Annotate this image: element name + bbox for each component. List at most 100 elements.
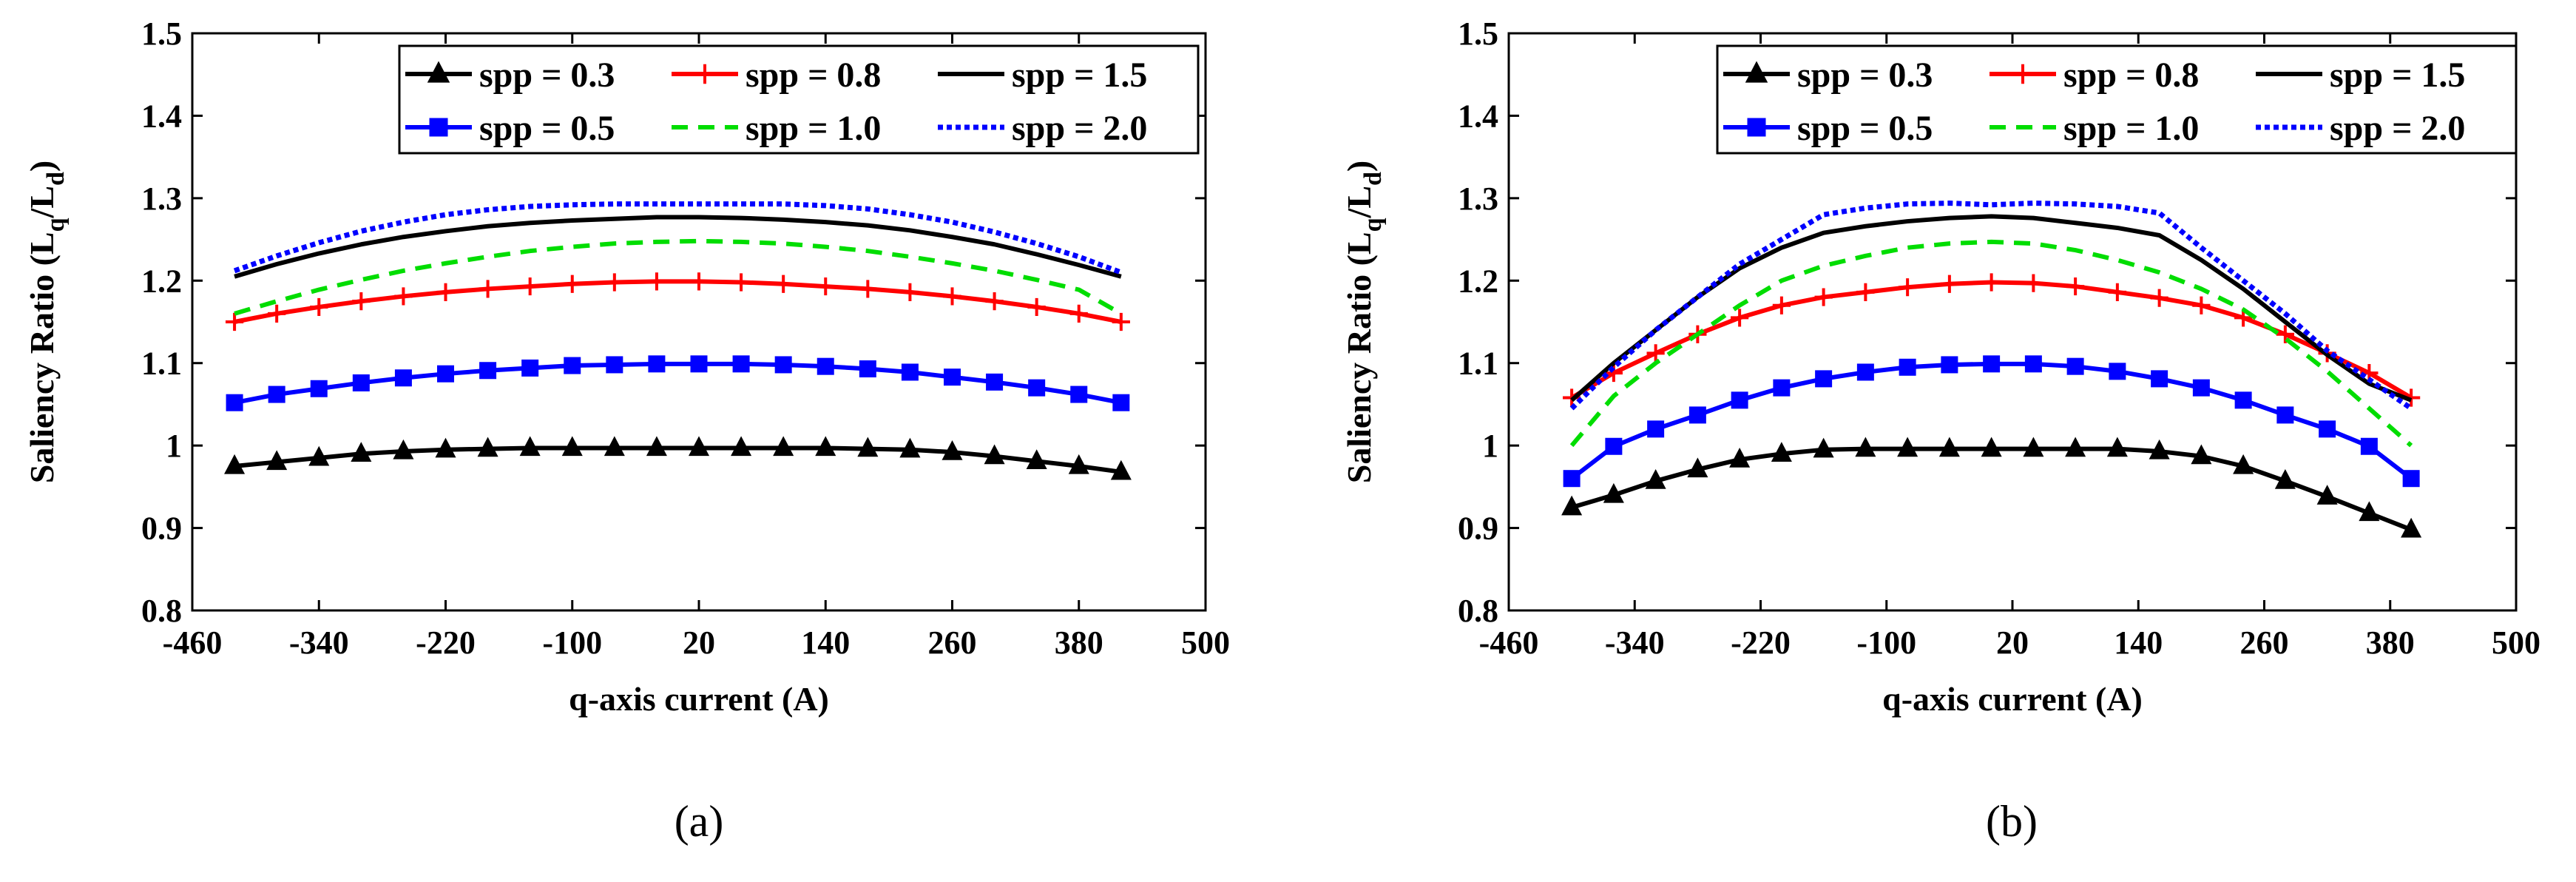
data-point (225, 312, 244, 331)
data-point (859, 360, 876, 378)
data-point (1069, 304, 1088, 323)
data-point (1605, 437, 1623, 455)
y-tick-label: 1.1 (1458, 346, 1498, 382)
y-title-sub-q: q (1359, 218, 1387, 232)
x-tick-label: 20 (683, 625, 715, 661)
data-point (479, 280, 497, 298)
legend-box (398, 44, 1200, 155)
data-point (2401, 517, 2422, 538)
x-tick-label: 260 (928, 625, 977, 661)
data-point (1603, 482, 1624, 503)
y-tick-label: 0.9 (141, 511, 182, 547)
x-tick-label: -220 (1731, 625, 1791, 661)
series-line-05 (234, 361, 1122, 405)
data-point (266, 450, 288, 471)
y-title-main: Saliency Ratio (L (23, 232, 61, 483)
legend-label: spp = 1.5 (1012, 55, 1147, 95)
data-point (1561, 495, 1583, 516)
data-point (1772, 296, 1791, 314)
data-point (1731, 391, 1748, 409)
data-point (351, 442, 372, 462)
data-point (901, 363, 919, 381)
y-tick-label: 1.5 (1458, 16, 1498, 52)
data-point (1813, 437, 1834, 458)
data-point (268, 386, 285, 403)
data-point (2066, 357, 2084, 375)
data-point (521, 277, 539, 296)
x-tick-label: 500 (1181, 625, 1230, 661)
y-tick-label: 1.2 (141, 263, 182, 299)
data-point (942, 440, 963, 460)
series-line-20 (233, 201, 1123, 275)
series-line-08 (234, 279, 1122, 324)
y-title-main: Saliency Ratio (L (1340, 232, 1378, 483)
y-axis-title: Saliency Ratio (Lq/Ld) (1340, 161, 1387, 484)
data-point (774, 356, 792, 374)
series-line-03 (234, 445, 1122, 474)
series-line-15 (234, 215, 1122, 279)
x-tick-label: 140 (2114, 625, 2163, 661)
data-point (563, 275, 581, 293)
data-point (1938, 437, 1960, 457)
y-tick-label: 1.3 (141, 181, 182, 217)
data-point (437, 365, 454, 383)
data-point (2108, 283, 2126, 301)
data-point (352, 292, 371, 311)
y-axis-title: Saliency Ratio (Lq/Ld) (23, 161, 70, 484)
y-tick-label: 1.1 (141, 346, 182, 382)
x-tick-label: -100 (1856, 625, 1916, 661)
data-point (226, 394, 243, 411)
x-tick-label: -460 (1479, 625, 1539, 661)
data-point (2233, 454, 2254, 474)
legend-label: spp = 0.8 (746, 55, 881, 95)
data-point (688, 436, 710, 457)
legend-label: spp = 1.0 (746, 109, 881, 148)
legend-label: spp = 0.3 (1797, 55, 1933, 95)
data-point (899, 437, 921, 458)
data-point (1773, 379, 1791, 397)
data-point (2359, 501, 2380, 522)
data-point (1940, 275, 1958, 293)
data-point (1026, 449, 1047, 469)
data-point (2191, 444, 2212, 465)
data-point (2234, 391, 2252, 409)
subfigure-caption: (a) (675, 797, 724, 846)
data-point (1110, 459, 1132, 480)
data-point (647, 272, 666, 291)
data-point (1856, 283, 1875, 301)
data-point (1771, 442, 1792, 462)
x-tick-label: 500 (2492, 625, 2540, 661)
chart-a: 0.8 0.9 1 1.1 1.2 1.3 1.4 1.5 -460 -340 -220 -100 20… (23, 16, 1230, 846)
x-tick-label: 140 (801, 625, 850, 661)
data-point (1646, 344, 1665, 363)
y-title-sub-q: q (42, 218, 70, 232)
data-point (2109, 363, 2126, 380)
data-point (2066, 277, 2085, 296)
data-point (1941, 356, 1958, 374)
data-point (1856, 363, 1874, 381)
data-point (2274, 468, 2296, 489)
data-point (519, 436, 541, 457)
x-tick-label: 380 (1055, 625, 1103, 661)
data-point (1112, 394, 1130, 411)
y-title-end: ) (23, 161, 61, 172)
data-point (817, 357, 834, 375)
data-point (1899, 278, 1917, 297)
data-point (2316, 485, 2338, 505)
legend-label: spp = 2.0 (2330, 109, 2465, 148)
x-tick-label: -340 (289, 625, 349, 661)
data-point (1070, 386, 1088, 403)
x-tick-label: 260 (2240, 625, 2289, 661)
data-point (1687, 457, 1708, 478)
y-tick-label: 1.4 (1458, 98, 1498, 134)
y-title-mid: /L (1340, 186, 1378, 218)
data-point (1899, 358, 1916, 376)
data-point (224, 454, 246, 474)
y-title-mid: /L (23, 186, 61, 218)
data-point (479, 362, 497, 380)
data-point (984, 444, 1005, 465)
data-point (1983, 355, 2001, 373)
legend-label: spp = 1.0 (2063, 109, 2199, 148)
data-point (310, 297, 328, 317)
